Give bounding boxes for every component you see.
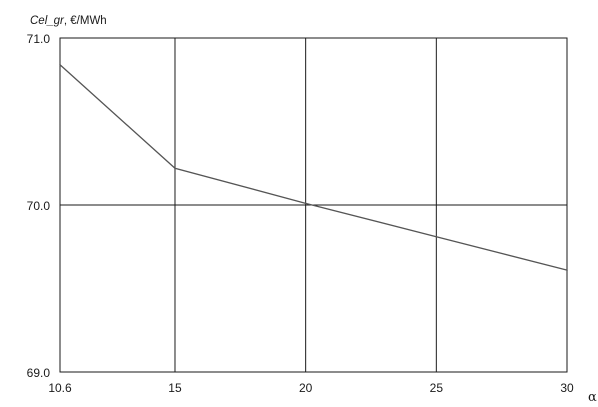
y-tick-label: 70.0: [27, 199, 51, 213]
x-tick-label: 15: [168, 381, 182, 395]
y-axis-label-unit: , €/MWh: [64, 15, 107, 27]
x-tick-label: 20: [299, 381, 313, 395]
y-tick-label: 69.0: [27, 366, 51, 380]
data-point: [59, 63, 61, 66]
data-point: [566, 269, 568, 271]
plot-frame: [59, 37, 568, 373]
data-point: [435, 235, 438, 238]
x-tick-label: 10.6: [48, 381, 72, 395]
y-tick-label: 71.0: [27, 32, 51, 46]
data-point: [304, 202, 307, 205]
ticks-layer: 10.6 15 20 25 30 69.0 70.0 71.0: [27, 32, 574, 395]
y-axis-label: Cel_gr, €/MWh: [30, 15, 107, 27]
x-tick-label: 30: [560, 381, 574, 395]
series-layer: [59, 63, 568, 271]
x-tick-label: 25: [430, 381, 444, 395]
axes-layer: [59, 37, 568, 373]
series-line: [59, 64, 568, 271]
data-point: [174, 167, 176, 170]
y-axis-label-variable: Cel_gr: [30, 15, 65, 27]
x-axis-label: α: [588, 390, 597, 405]
